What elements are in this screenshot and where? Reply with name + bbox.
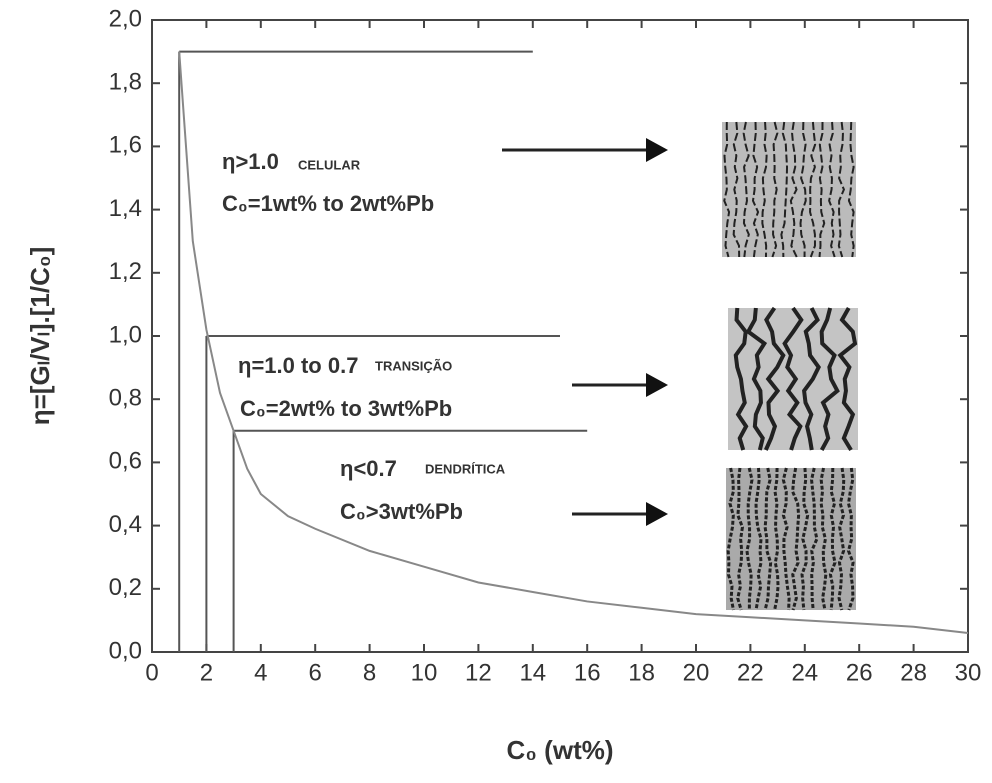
annotation: TRANSIÇÃO (375, 358, 452, 373)
y-tick-label: 0,2 (109, 574, 142, 601)
y-tick-label: 0,4 (109, 511, 142, 538)
micro-texture (745, 307, 768, 451)
x-tick-label: 18 (628, 659, 655, 686)
annotation: η<0.7 (340, 456, 397, 481)
micro-texture (733, 307, 749, 451)
x-tick-label: 20 (683, 659, 710, 686)
micro-texture (736, 467, 744, 611)
x-tick-label: 24 (791, 659, 818, 686)
x-tick-label: 16 (574, 659, 601, 686)
y-tick-label: 0,8 (109, 385, 142, 412)
annotation: η=1.0 to 0.7 (238, 353, 358, 378)
y-axis-label: η=[Gₗ/Vₗ].[1/C₀] (25, 247, 55, 426)
micro-texture (837, 121, 846, 258)
x-tick-label: 22 (737, 659, 764, 686)
micrographs (722, 121, 858, 611)
x-tick-label: 8 (363, 659, 376, 686)
micro-texture (847, 121, 855, 258)
y-tick-label: 1,8 (109, 69, 142, 96)
annotation: C₀=2wt% to 3wt%Pb (240, 396, 452, 421)
micro-texture (732, 121, 741, 258)
y-tick-label: 1,4 (109, 195, 142, 222)
micro-texture (828, 467, 837, 611)
annotation: C₀>3wt%Pb (340, 499, 463, 524)
annotation: CELULAR (298, 157, 361, 172)
micro-texture (771, 121, 779, 258)
micro-texture (799, 121, 807, 258)
micro-texture (726, 467, 735, 611)
x-tick-label: 14 (519, 659, 546, 686)
micro-texture (751, 121, 760, 258)
arrows (502, 138, 668, 526)
micro-texture (761, 121, 768, 258)
micro-texture (837, 307, 858, 452)
y-tick-label: 0,0 (109, 637, 142, 664)
annotation: C₀=1wt% to 2wt%Pb (222, 191, 434, 216)
micro-texture (837, 467, 846, 611)
annotation: η>1.0 (222, 149, 279, 174)
micro-texture (809, 121, 817, 258)
y-tick-label: 1,0 (109, 321, 142, 348)
micro-texture (742, 121, 750, 258)
x-tick-label: 30 (955, 659, 982, 686)
micro-texture (818, 121, 826, 258)
x-tick-label: 0 (145, 659, 158, 686)
micro-texture (828, 121, 836, 258)
annotation: DENDRÍTICA (425, 461, 506, 476)
x-tick-label: 2 (200, 659, 213, 686)
micro-texture (819, 307, 840, 451)
micro-texture (745, 467, 754, 611)
y-tick-label: 0,6 (109, 448, 142, 475)
x-tick-label: 12 (465, 659, 492, 686)
micro-texture (723, 121, 731, 258)
y-tick-label: 1,2 (109, 258, 142, 285)
micro-texture (763, 306, 786, 451)
micro-texture (800, 467, 810, 611)
x-tick-label: 28 (900, 659, 927, 686)
micro-texture (791, 467, 801, 611)
micro-texture (763, 467, 773, 611)
x-tick-label: 4 (254, 659, 267, 686)
data-line (178, 51, 969, 635)
micro-texture (789, 121, 798, 258)
y-tick-label: 2,0 (109, 5, 142, 32)
x-tick-label: 6 (309, 659, 322, 686)
x-tick-label: 10 (411, 659, 438, 686)
micro-texture (780, 121, 789, 258)
micro-texture (782, 306, 804, 451)
micro-texture (810, 467, 819, 611)
micro-texture (802, 307, 821, 451)
y-tick-label: 1,6 (109, 132, 142, 159)
micro-texture (846, 467, 855, 611)
x-axis-label: C₀ (wt%) (506, 735, 613, 765)
x-tick-label: 26 (846, 659, 873, 686)
micro-texture (781, 467, 791, 611)
